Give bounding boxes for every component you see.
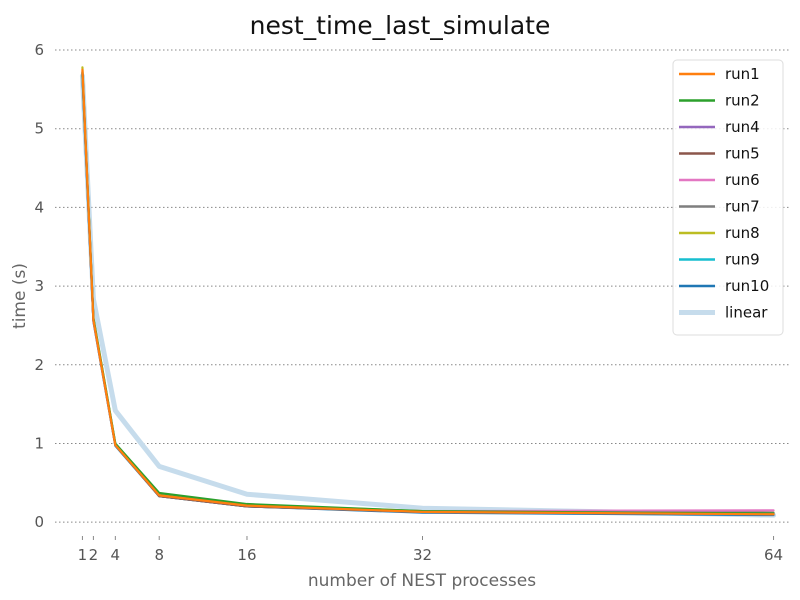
chart-title: nest_time_last_simulate xyxy=(250,11,551,40)
y-tick-label: 5 xyxy=(34,120,44,138)
series-line-run7 xyxy=(81,72,775,514)
series-line-run9 xyxy=(81,74,775,516)
series-line-run1 xyxy=(81,68,775,516)
y-tick-label: 3 xyxy=(34,277,44,295)
x-axis-label: number of NEST processes xyxy=(308,571,536,591)
legend-label-run7: run7 xyxy=(725,198,760,216)
legend: run1 run2 run4 run5 run6 run7 run8 run9 run10 lin… xyxy=(672,59,784,336)
legend-label-run4: run4 xyxy=(725,118,760,136)
legend-label-run5: run5 xyxy=(725,145,760,163)
series-line-run2 xyxy=(81,70,775,515)
x-axis-ticks: 1 2 4 8 16 32 64 xyxy=(78,536,783,564)
y-tick-label: 2 xyxy=(34,356,44,374)
x-tick-label: 8 xyxy=(154,546,164,564)
series-lines xyxy=(79,66,777,518)
y-tick-label: 1 xyxy=(34,434,44,452)
series-line-run5 xyxy=(81,71,775,516)
legend-label-run9: run9 xyxy=(725,251,760,269)
legend-label-run8: run8 xyxy=(725,224,760,242)
x-tick-label: 64 xyxy=(764,546,783,564)
legend-box xyxy=(672,59,784,336)
series-line-run4 xyxy=(81,72,775,516)
y-axis-label: time (s) xyxy=(10,263,30,329)
legend-label-run6: run6 xyxy=(725,171,760,189)
series-line-run8 xyxy=(81,66,775,514)
x-tick-label: 32 xyxy=(413,546,432,564)
y-tick-label: 4 xyxy=(34,198,44,216)
series-line-run10 xyxy=(81,74,775,517)
x-tick-label: 16 xyxy=(237,546,256,564)
x-tick-label: 1 xyxy=(78,546,88,564)
y-tick-label: 0 xyxy=(34,513,44,531)
series-line-linear xyxy=(79,73,777,518)
y-axis-ticks: 0 1 2 3 4 5 6 xyxy=(34,41,44,531)
grid-lines xyxy=(55,49,790,523)
legend-label-run1: run1 xyxy=(725,65,760,83)
x-tick-label: 2 xyxy=(89,546,99,564)
y-tick-label: 6 xyxy=(34,41,44,59)
x-tick-label: 4 xyxy=(111,546,121,564)
legend-label-linear: linear xyxy=(725,304,768,322)
legend-label-run10: run10 xyxy=(725,277,769,295)
series-line-run6 xyxy=(81,70,775,513)
legend-label-run2: run2 xyxy=(725,92,760,110)
